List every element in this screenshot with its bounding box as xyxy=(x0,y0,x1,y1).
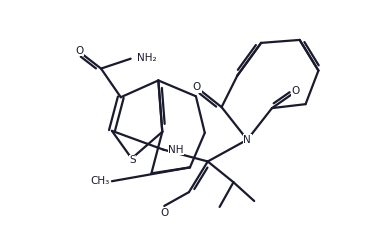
Text: N: N xyxy=(243,135,251,145)
Text: NH₂: NH₂ xyxy=(137,53,156,63)
Text: O: O xyxy=(75,46,83,56)
Text: CH₃: CH₃ xyxy=(91,176,110,186)
Text: O: O xyxy=(160,208,168,218)
Text: O: O xyxy=(292,86,300,96)
Text: O: O xyxy=(193,82,201,92)
Text: S: S xyxy=(129,155,136,165)
Text: NH: NH xyxy=(168,145,184,155)
